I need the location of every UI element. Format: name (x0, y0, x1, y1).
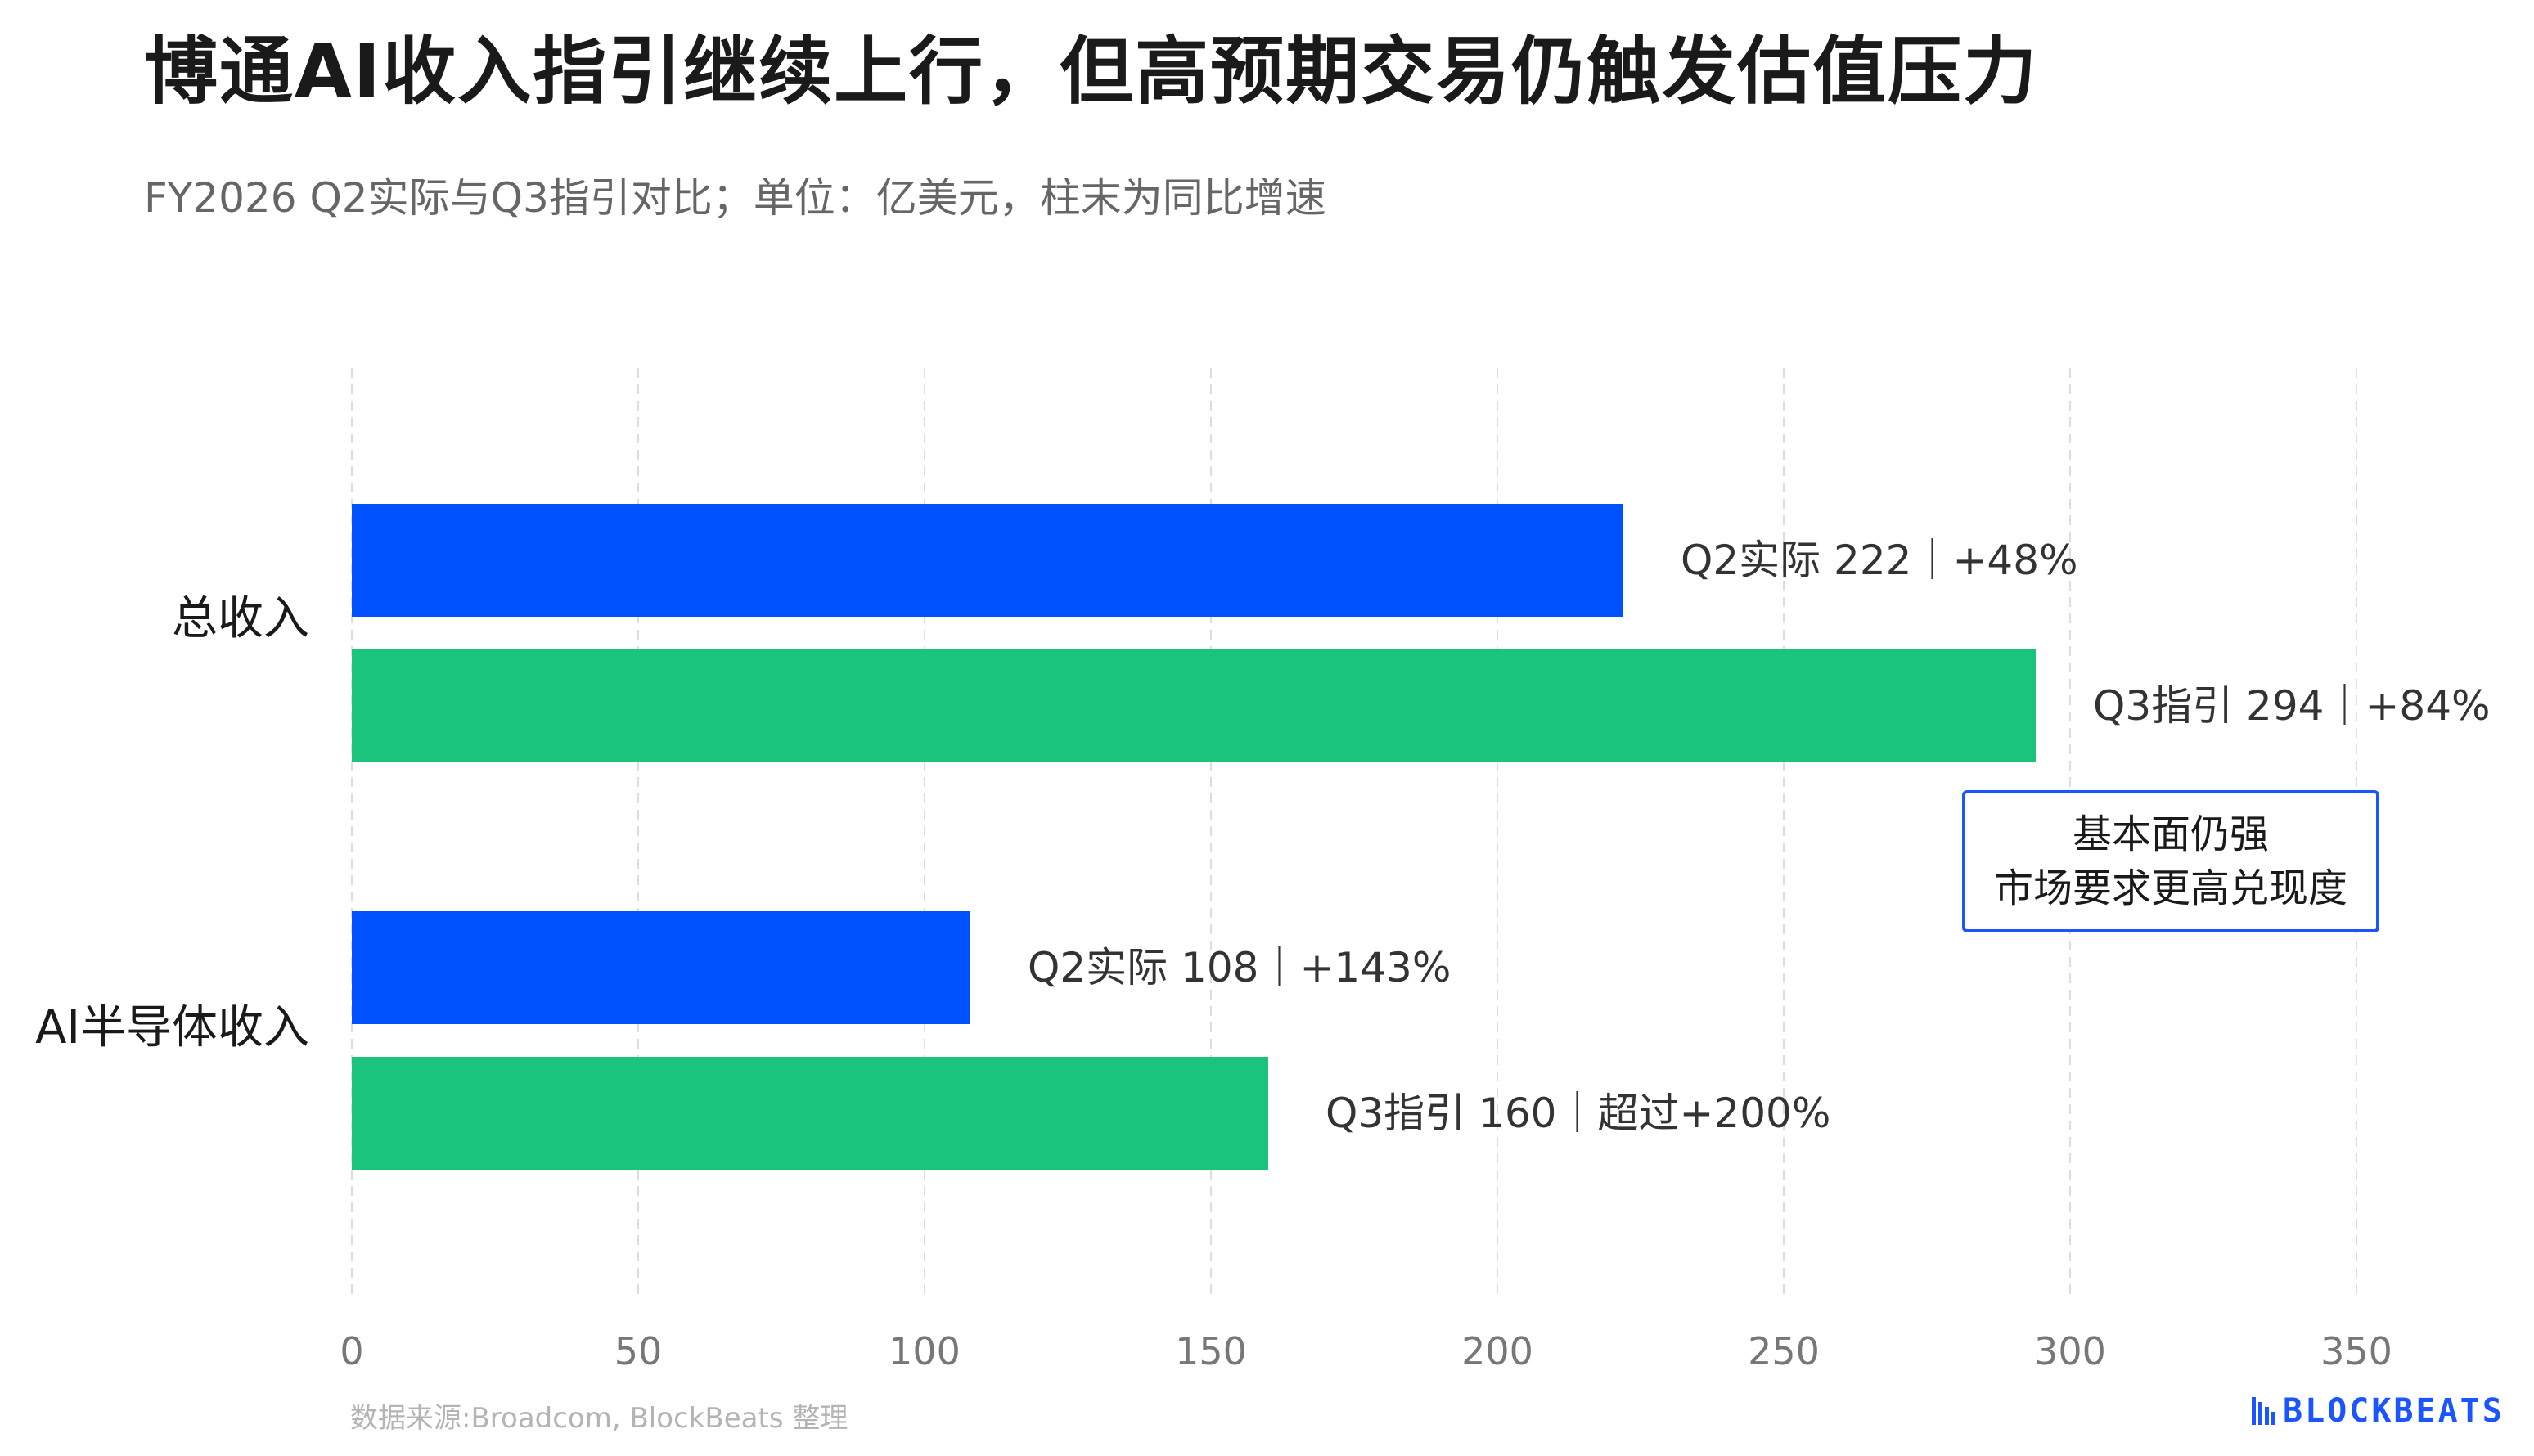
x-tick-label-50: 50 (614, 1329, 663, 1373)
x-tick-label-0: 0 (340, 1329, 363, 1373)
x-tick-label-150: 150 (1175, 1329, 1247, 1373)
bar-value-label: Q2实际 108｜+143% (1028, 944, 1451, 991)
annotation-line-2: 市场要求更高兑现度 (1993, 865, 2347, 911)
x-tick-label-100: 100 (889, 1329, 961, 1373)
x-tick-label-250: 250 (1748, 1329, 1820, 1373)
category-label-0: 总收入 (172, 592, 309, 645)
blockbeats-logo: BLOCKBEATS (2252, 1392, 2505, 1430)
bar-value-label: Q3指引 294｜+84% (2093, 682, 2491, 730)
bar-q3-guidance-0 (352, 649, 2036, 762)
annotation-box: 基本面仍强 市场要求更高兑现度 (1962, 790, 2379, 932)
bar-q2-actual-0 (352, 504, 1623, 617)
chart-subtitle: FY2026 Q2实际与Q3指引对比；单位：亿美元，柱末为同比增速 (144, 174, 1326, 222)
x-tick-label-350: 350 (2320, 1329, 2392, 1373)
bar-labels: Q2实际 222｜+48% Q2实际 108｜+143% Q3指引 294｜+84%… (1028, 537, 2491, 1137)
bar-value-label: Q2实际 222｜+48% (1681, 537, 2078, 584)
bar-value-label: Q3指引 160｜超过+200% (1326, 1090, 1830, 1137)
bar-q3-guidance-1 (352, 1057, 1268, 1170)
x-tick-label-200: 200 (1461, 1329, 1533, 1373)
chart-title: 博通AI收入指引继续上行，但高预期交易仍触发估值压力 (144, 29, 2039, 115)
logo-text: BLOCKBEATS (2283, 1392, 2505, 1430)
bars (352, 504, 2036, 1170)
category-label-1: AI半导体收入 (35, 1001, 309, 1054)
blockbeats-logo-icon (2252, 1397, 2275, 1425)
source-note: 数据来源:Broadcom, BlockBeats 整理 (350, 1402, 848, 1435)
axes: 0 50 100 150 200 250 300 350 总收入 AI半导体收入 (35, 592, 2392, 1373)
x-tick-label-300: 300 (2034, 1329, 2106, 1373)
bar-q2-actual-1 (352, 911, 970, 1024)
annotation-line-1: 基本面仍强 (2072, 811, 2269, 857)
